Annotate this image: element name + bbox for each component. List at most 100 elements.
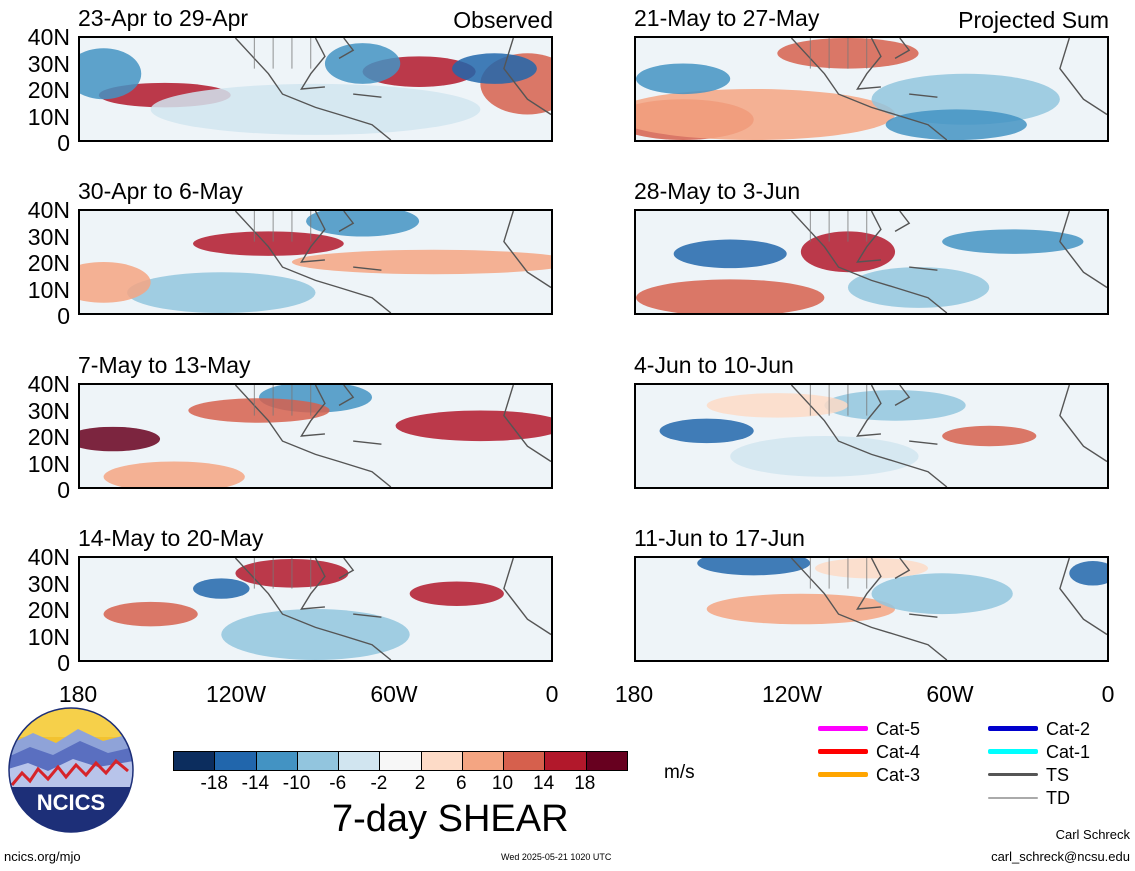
shear-anomaly-region — [103, 601, 198, 627]
colorbar-swatch — [339, 752, 381, 770]
lon-label: 180 — [614, 681, 654, 707]
colorbar-swatch — [215, 752, 257, 770]
lon-label: 0 — [545, 681, 559, 707]
shear-anomaly-region — [150, 83, 481, 135]
lat-label: 40N — [27, 197, 70, 223]
legend-line-td — [988, 797, 1038, 799]
shear-anomaly-region — [221, 609, 410, 660]
lat-label: 10N — [27, 623, 70, 650]
shear-anomaly-region — [324, 43, 401, 84]
shear-anomaly-region — [697, 558, 811, 576]
lat-label: 20N — [27, 424, 70, 450]
lat-label: 30N — [27, 397, 70, 424]
legend-label: Cat-4 — [876, 742, 921, 762]
colorbar-tick: 2 — [414, 773, 426, 794]
colorbar-swatch — [462, 752, 505, 770]
colorbar-tick: 6 — [455, 773, 467, 794]
colorbar-tick: -14 — [241, 773, 270, 794]
shear-map — [634, 36, 1109, 142]
coastline — [234, 211, 551, 313]
shear-anomaly-region — [103, 461, 245, 487]
lon-label: 120W — [761, 681, 823, 707]
lat-label: 0 — [57, 477, 70, 503]
shear-anomaly-region — [306, 211, 420, 237]
colorbar-swatch — [421, 752, 463, 770]
shear-anomaly-region — [706, 593, 896, 625]
lat-label: 40N — [27, 24, 70, 50]
colorbar — [173, 751, 628, 771]
colorbar-tick: 14 — [533, 773, 555, 794]
footer-website: ncics.org/mjo — [4, 849, 81, 864]
lat-label: 20N — [27, 250, 70, 276]
shear-anomaly-region — [409, 581, 504, 606]
legend-line-cat-2 — [988, 726, 1038, 731]
lat-label: 10N — [27, 276, 70, 303]
colorbar-tick: 10 — [491, 773, 514, 794]
lat-label: 0 — [57, 303, 70, 329]
shear-map — [634, 556, 1109, 662]
panel-tag: Observed — [453, 7, 553, 33]
coastline — [790, 211, 1107, 313]
colorbar-swatch — [586, 752, 627, 770]
figure-title: 7-day SHEAR — [332, 798, 569, 840]
shear-anomaly-region — [80, 48, 142, 100]
colorbar-swatch — [297, 752, 340, 770]
ncics-logo: NCICS — [8, 707, 134, 833]
shear-map — [78, 36, 553, 142]
shear-map — [634, 383, 1109, 489]
lon-label: 0 — [1101, 681, 1115, 707]
shear-anomaly-region — [127, 272, 316, 313]
shear-anomaly-region — [706, 393, 848, 418]
colorbar-swatch — [256, 752, 298, 770]
lon-label: 120W — [205, 681, 267, 707]
colorbar-tick: -18 — [200, 773, 228, 794]
shear-anomaly-region — [942, 229, 1084, 254]
legend-label: TD — [1046, 788, 1070, 808]
shear-anomaly-region — [80, 262, 151, 303]
lat-label: 40N — [27, 544, 70, 570]
coastline — [234, 558, 551, 660]
panel-title: 14-May to 20-May — [78, 525, 264, 551]
shear-map — [78, 209, 553, 315]
lat-label: 10N — [27, 450, 70, 477]
colorbar-swatch — [174, 752, 216, 770]
colorbar-tick: -2 — [370, 773, 388, 794]
lat-label: 0 — [57, 650, 70, 676]
shear-anomaly-region — [395, 410, 551, 442]
lat-label: 30N — [27, 570, 70, 597]
colorbar-tick: -10 — [282, 773, 311, 794]
legend-line-cat-4 — [818, 749, 868, 754]
legend-line-ts — [988, 773, 1038, 776]
lat-label: 0 — [57, 130, 70, 156]
coastline — [790, 385, 1107, 487]
panel-title: 21-May to 27-May — [634, 5, 820, 31]
panel-title: 30-Apr to 6-May — [78, 178, 243, 204]
shear-anomaly-region — [942, 425, 1037, 447]
shear-anomaly-region — [80, 426, 161, 452]
panel-tag: Projected Sum — [958, 7, 1109, 33]
legend-line-cat-5 — [818, 726, 868, 731]
shear-anomaly-region — [1069, 561, 1107, 586]
colorbar-units: m/s — [664, 762, 695, 783]
colorbar-tick: 18 — [574, 773, 596, 794]
panel-title: 28-May to 3-Jun — [634, 178, 801, 204]
shear-anomaly-region — [659, 418, 754, 444]
footer-author: Carl Schreck — [1055, 827, 1130, 842]
lat-label: 20N — [27, 597, 70, 623]
shear-anomaly-region — [636, 279, 825, 313]
shear-anomaly-region — [814, 558, 929, 579]
legend-label: Cat-3 — [876, 765, 921, 785]
colorbar-swatch — [545, 752, 587, 770]
shear-anomaly-region — [636, 89, 896, 140]
logo-text: NCICS — [37, 790, 105, 815]
shear-anomaly-region — [847, 267, 990, 308]
shear-anomaly-region — [193, 578, 250, 599]
coastline — [234, 38, 551, 140]
shear-map — [78, 556, 553, 662]
colorbar-tick: -6 — [329, 773, 347, 794]
shear-anomaly-region — [871, 573, 1013, 615]
coastline — [234, 385, 551, 487]
shear-anomaly-region — [730, 436, 919, 477]
coastline — [790, 558, 1107, 660]
lon-label: 60W — [926, 681, 974, 707]
